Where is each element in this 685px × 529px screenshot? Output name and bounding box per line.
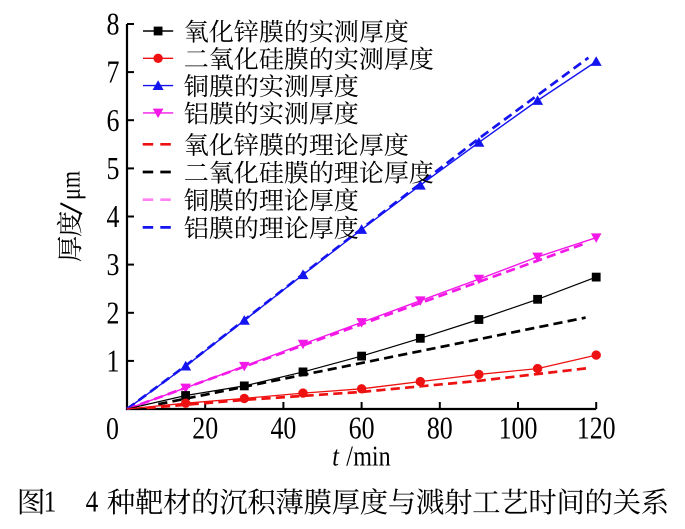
svg-text:t: t — [332, 439, 339, 472]
svg-text:60: 60 — [349, 411, 375, 446]
svg-text:5: 5 — [107, 151, 120, 186]
svg-text:0: 0 — [106, 412, 119, 447]
svg-text:20: 20 — [192, 411, 218, 446]
svg-text:1: 1 — [44, 485, 57, 519]
svg-text:80: 80 — [427, 411, 453, 446]
svg-text:μm: μm — [57, 171, 87, 200]
svg-text:40: 40 — [270, 411, 296, 446]
svg-text:3: 3 — [107, 248, 120, 283]
svg-text:1: 1 — [107, 344, 120, 379]
svg-text:4: 4 — [107, 200, 120, 235]
svg-text:4: 4 — [86, 485, 99, 519]
svg-text:min: min — [353, 439, 390, 472]
svg-text:2: 2 — [107, 296, 120, 331]
svg-text:/: / — [346, 439, 353, 472]
svg-text:6: 6 — [107, 103, 120, 138]
svg-text:8: 8 — [107, 7, 120, 42]
svg-text:120: 120 — [577, 411, 616, 446]
svg-text:100: 100 — [499, 411, 538, 446]
svg-text:7: 7 — [107, 55, 120, 90]
